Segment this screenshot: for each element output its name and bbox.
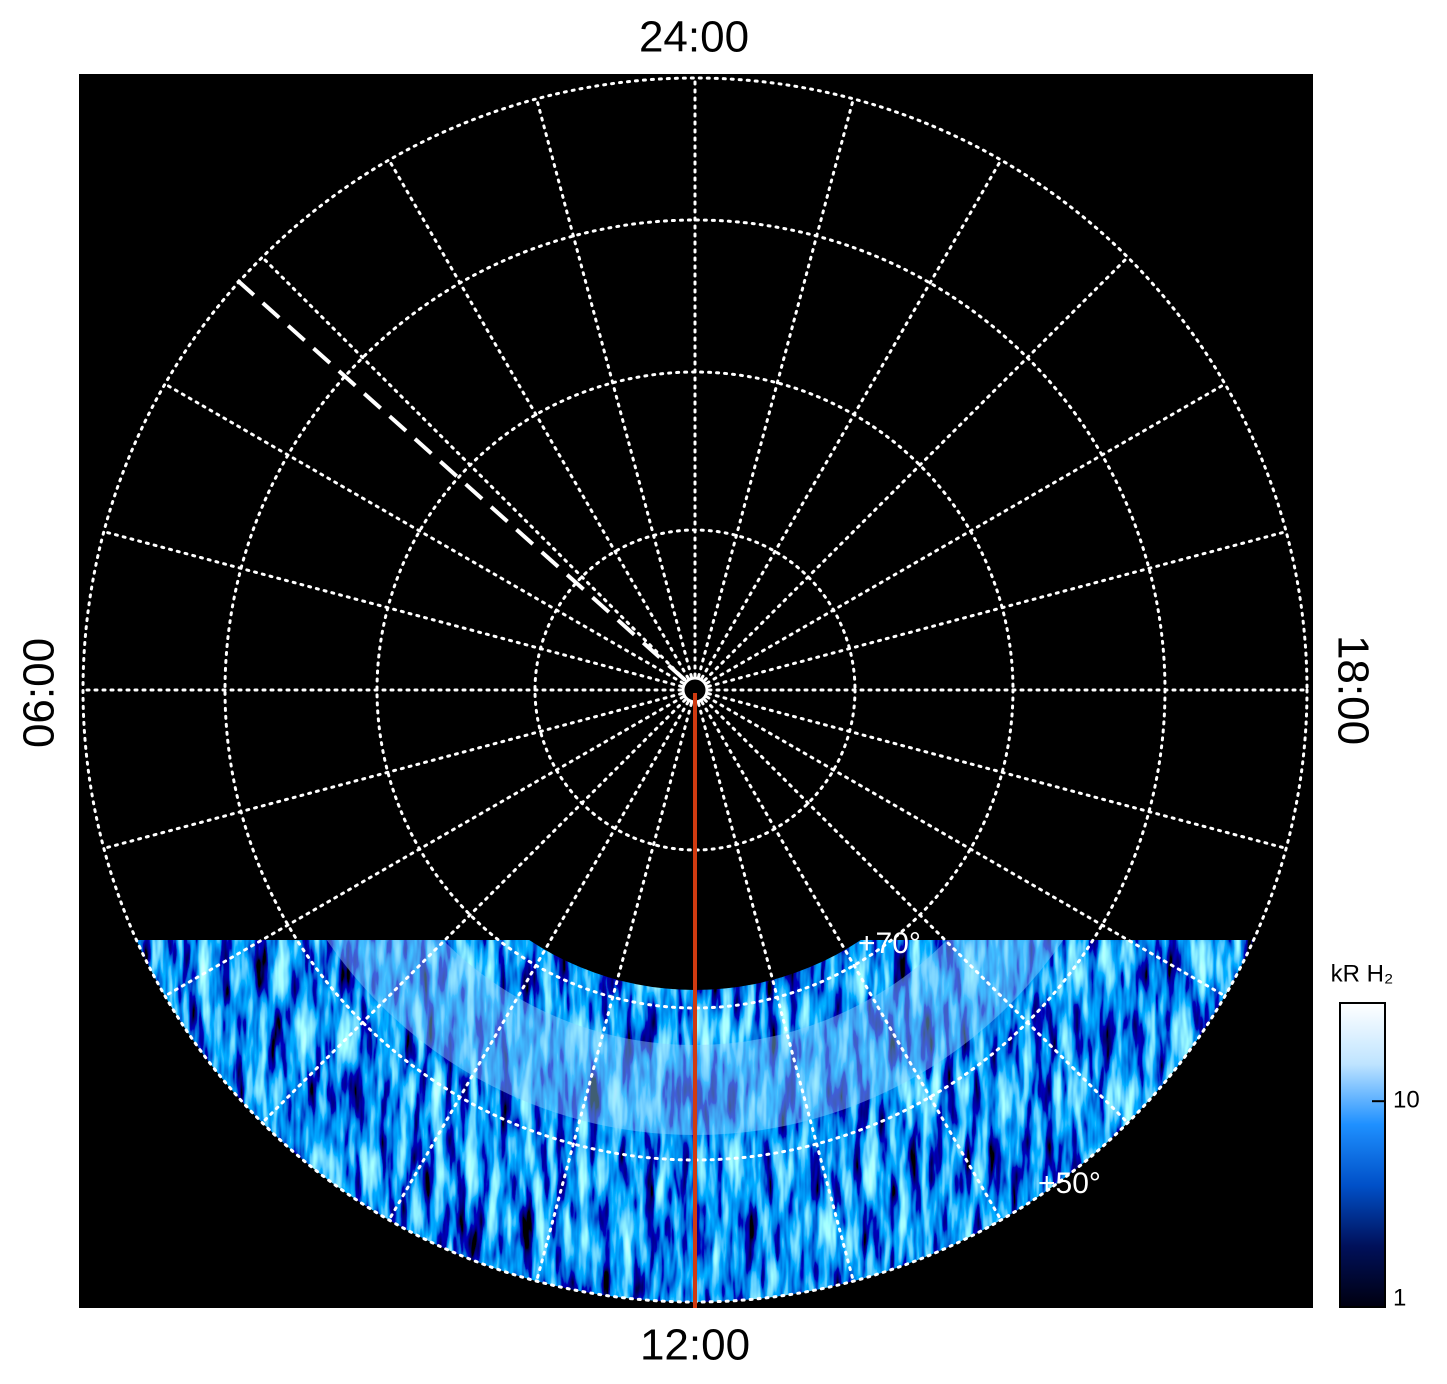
meridian-line <box>700 700 1003 1222</box>
meridian-line <box>102 692 683 850</box>
meridian-line <box>700 158 1003 680</box>
meridian-line <box>163 382 685 685</box>
meridian-line <box>535 97 693 678</box>
time-label: 18:00 <box>1328 635 1377 745</box>
colorbar-tick-label: 10 <box>1393 1087 1420 1114</box>
colorbar-title: kR H₂ <box>1331 960 1394 987</box>
meridian-line <box>703 255 1130 682</box>
meridian-line <box>705 695 1227 998</box>
meridian-line <box>703 698 1130 1125</box>
time-label: 12:00 <box>640 1321 750 1370</box>
meridian-line <box>535 702 693 1283</box>
meridian-line <box>697 97 855 678</box>
meridian-line <box>260 255 687 682</box>
meridian-line <box>697 702 855 1283</box>
latitude-label: +70° <box>858 927 921 960</box>
colorbar: kR H₂ 1 10 <box>1331 960 1420 1311</box>
meridian-line <box>102 530 683 688</box>
meridian-line <box>387 158 690 680</box>
time-label: 24:00 <box>639 13 749 62</box>
meridian-line <box>387 700 690 1222</box>
meridian-line <box>163 695 685 998</box>
colorbar-tick-label: 1 <box>1393 1284 1406 1311</box>
meridian-line <box>707 692 1288 850</box>
time-label: 06:00 <box>15 638 64 748</box>
meridian-line <box>260 698 687 1125</box>
meridian-line <box>705 382 1227 685</box>
latitude-label: +50° <box>1038 1167 1101 1200</box>
meridian-line <box>707 530 1288 688</box>
colorbar-scale <box>1339 1002 1386 1308</box>
